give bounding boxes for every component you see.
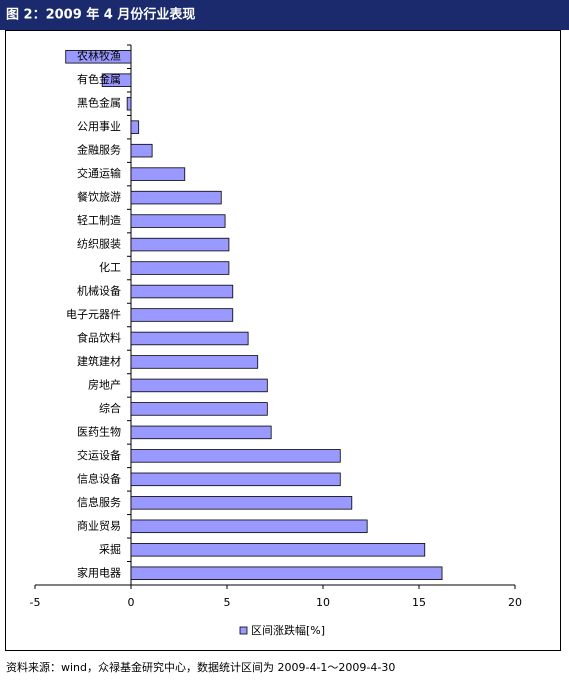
x-tick-label: -5 (30, 596, 41, 609)
bar (130, 308, 234, 322)
bar (130, 237, 230, 252)
bar (130, 519, 368, 534)
bar (130, 543, 426, 557)
y-tick-label: 纺织服装 (77, 237, 121, 251)
bar (130, 472, 341, 487)
chart-border (5, 30, 561, 651)
y-tick-label: 有色金属 (77, 72, 121, 86)
bar (130, 167, 186, 181)
y-tick-label: 信息设备 (77, 471, 121, 485)
y-tick-label: 信息服务 (77, 495, 121, 509)
bar (65, 50, 132, 64)
x-tick-label: 0 (128, 596, 135, 609)
y-tick-label: 电子元器件 (66, 308, 121, 321)
header-title: 图 2：2009 年 4 月份行业表现 (6, 7, 195, 23)
y-tick-label: 采掘 (99, 542, 121, 556)
x-tick-label: 20 (508, 596, 522, 609)
source-note: 资料来源：wind，众禄基金研究中心，数据统计区间为 2009-4-1～2009… (6, 660, 395, 674)
bar (101, 73, 132, 87)
y-tick-label: 食品饮料 (77, 330, 121, 344)
bar (126, 96, 132, 111)
y-tick-label: 机械设备 (77, 284, 121, 298)
bar (130, 120, 140, 134)
bar (130, 284, 234, 299)
legend-label: 区间涨跌幅[%] (251, 623, 325, 637)
legend-swatch (239, 626, 248, 635)
y-tick-label: 黑色金属 (77, 96, 121, 110)
bar (130, 449, 341, 463)
y-tick-label: 餐饮旅游 (77, 190, 121, 204)
y-tick-label: 综合 (99, 401, 121, 415)
y-tick-label: 商业贸易 (77, 518, 121, 532)
y-tick-label: 金融服务 (77, 143, 121, 157)
bar (130, 566, 443, 581)
x-tick-label: 10 (316, 596, 330, 609)
y-tick-label: 交通运输 (77, 166, 121, 180)
bar (130, 378, 268, 393)
y-tick-label: 农林牧渔 (77, 49, 121, 63)
y-tick-label: 化工 (99, 260, 121, 274)
bar (130, 425, 272, 440)
bar (130, 355, 259, 369)
header-bar (0, 0, 569, 30)
y-tick-label: 轻工制造 (77, 213, 121, 227)
y-tick-label: 房地产 (88, 377, 121, 391)
y-tick-label: 医药生物 (77, 424, 121, 438)
bar (130, 402, 268, 416)
x-tick-label: 5 (224, 596, 231, 609)
x-tick-label: 15 (412, 596, 426, 609)
y-tick-label: 建筑建材 (77, 354, 121, 368)
bar (130, 214, 226, 228)
y-tick-label: 交运设备 (77, 448, 121, 462)
bar (130, 143, 153, 158)
bar (130, 190, 222, 205)
bar (130, 331, 249, 346)
y-tick-label: 家用电器 (77, 565, 121, 579)
y-tick-label: 公用事业 (77, 120, 121, 133)
bar (130, 261, 230, 275)
bar (130, 496, 353, 510)
